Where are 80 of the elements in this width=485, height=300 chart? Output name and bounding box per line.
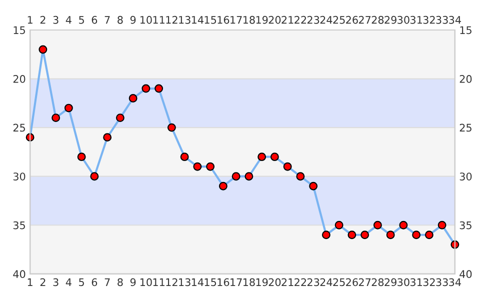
- category-label: 18: [243, 16, 255, 24]
- category-label: 2: [40, 16, 46, 24]
- x-tick-label: 25: [333, 278, 345, 286]
- x-tick-label: 13: [179, 278, 190, 286]
- y-tick-label: 20: [13, 75, 26, 83]
- category-label: 30: [398, 16, 410, 24]
- x-tick-label: 23: [307, 278, 320, 286]
- category-label: 21: [282, 16, 294, 24]
- x-tick-label: 21: [282, 278, 294, 286]
- x-tick-label: 11: [153, 278, 164, 286]
- y2-tick-label: 30: [460, 172, 472, 180]
- x-tick-label: 17: [230, 278, 242, 286]
- category-label: 28: [372, 16, 384, 24]
- x-tick-label: 20: [268, 278, 281, 286]
- category-label: 24: [320, 16, 332, 24]
- x-tick-label: 28: [372, 278, 384, 286]
- x-tick-label: 12: [166, 278, 178, 286]
- category-label: 14: [192, 16, 204, 24]
- category-label: 25: [333, 16, 345, 24]
- x-tick-label: 22: [294, 278, 306, 286]
- x-tick-label: 8: [118, 278, 123, 286]
- x-tick-label: 10: [140, 278, 152, 286]
- y-tick-label: 35: [13, 221, 25, 230]
- y-tick-label: 40: [13, 270, 26, 278]
- x-tick-label: 32: [423, 278, 435, 286]
- y2-tick-label: 20: [460, 75, 472, 83]
- category-label: 15: [204, 16, 216, 24]
- x-tick-label: 26: [346, 278, 358, 286]
- category-label: 1: [28, 16, 32, 24]
- x-tick-label: 31: [410, 278, 422, 286]
- x-tick-label: 14: [192, 278, 204, 286]
- category-label: 34: [449, 16, 461, 24]
- x-tick-label: 16: [218, 278, 230, 286]
- x-tick-label: 6: [92, 278, 98, 286]
- x-tick-label: 30: [398, 278, 410, 286]
- category-label: 23: [307, 16, 320, 24]
- category-label: 11: [153, 16, 164, 24]
- x-tick-label: 1: [28, 278, 32, 286]
- y-tick-label: 15: [14, 26, 25, 34]
- category-label: 19: [256, 16, 268, 24]
- category-label: 7: [104, 16, 110, 24]
- category-label: 12: [166, 16, 178, 24]
- x-tick-label: 9: [130, 278, 136, 286]
- category-label: 13: [179, 16, 190, 24]
- category-label: 31: [410, 16, 422, 24]
- x-tick-label: 27: [358, 278, 371, 286]
- category-label: 20: [268, 16, 281, 24]
- category-label: 22: [294, 16, 306, 24]
- category-label: 16: [218, 16, 230, 24]
- x-tick-label: 34: [449, 278, 461, 286]
- x-tick-label: 29: [384, 278, 396, 286]
- category-label: 33: [436, 16, 448, 24]
- category-label: 26: [346, 16, 358, 24]
- y2-tick-label: 25: [460, 124, 472, 132]
- y-tick-label: 30: [13, 172, 26, 180]
- x-tick-label: 33: [436, 278, 448, 286]
- category-label: 29: [384, 16, 396, 24]
- category-label: 32: [423, 16, 435, 24]
- category-label: 5: [79, 16, 84, 24]
- x-tick-label: 2: [40, 278, 46, 286]
- category-label: 10: [140, 16, 152, 24]
- x-tick-label: 18: [243, 278, 255, 286]
- category-label: 27: [358, 16, 371, 24]
- x-tick-label: 19: [256, 278, 268, 286]
- category-label: 17: [230, 16, 242, 24]
- category-label: 9: [130, 16, 136, 24]
- y2-tick-label: 40: [460, 270, 472, 278]
- y2-tick-label: 35: [460, 221, 472, 230]
- x-tick-label: 5: [79, 278, 84, 286]
- y2-tick-label: 15: [460, 26, 472, 34]
- category-label: 3: [53, 16, 58, 24]
- y-tick-label: 25: [13, 124, 25, 132]
- x-tick-label: 4: [66, 278, 72, 286]
- category-label: 6: [92, 16, 98, 24]
- x-tick-label: 24: [320, 278, 332, 286]
- category-label: 4: [66, 16, 72, 24]
- category-label: 8: [118, 16, 123, 24]
- x-tick-label: 3: [53, 278, 58, 286]
- x-tick-label: 7: [104, 278, 110, 286]
- x-tick-label: 15: [204, 278, 216, 286]
